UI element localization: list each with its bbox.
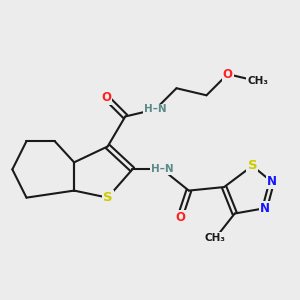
Text: H–N: H–N bbox=[151, 164, 174, 174]
Text: S: S bbox=[103, 191, 112, 204]
Text: CH₃: CH₃ bbox=[205, 233, 226, 243]
Text: S: S bbox=[248, 159, 257, 172]
Text: O: O bbox=[101, 91, 111, 103]
Text: O: O bbox=[223, 68, 232, 81]
Text: N: N bbox=[260, 202, 270, 215]
Text: H–N: H–N bbox=[144, 104, 167, 114]
Text: CH₃: CH₃ bbox=[247, 76, 268, 86]
Text: O: O bbox=[175, 211, 185, 224]
Text: N: N bbox=[267, 175, 277, 188]
